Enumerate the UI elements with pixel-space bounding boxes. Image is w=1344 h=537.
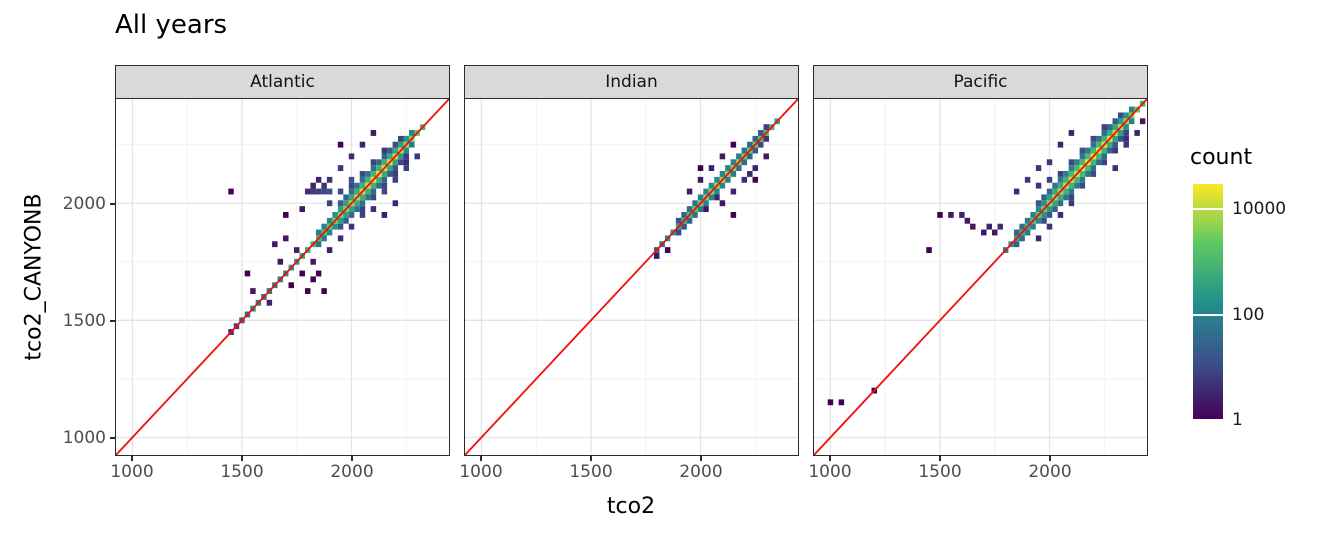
x-tick-label: 1500 bbox=[220, 462, 264, 482]
x-tick-mark bbox=[241, 456, 243, 461]
legend-tick-label: 1 bbox=[1232, 410, 1243, 430]
legend-title: count bbox=[1190, 145, 1253, 170]
x-tick-label: 2000 bbox=[1028, 462, 1072, 482]
x-tick-mark bbox=[939, 456, 941, 461]
legend-tick-mark bbox=[1193, 419, 1223, 421]
y-axis-title: tco2_CANYONB bbox=[21, 193, 47, 361]
x-tick-mark bbox=[700, 456, 702, 461]
panel-pacific bbox=[813, 98, 1148, 456]
legend-colorbar bbox=[1193, 184, 1223, 420]
x-tick-mark bbox=[480, 456, 482, 461]
facet-strip-indian: Indian bbox=[464, 65, 799, 99]
x-tick-mark bbox=[351, 456, 353, 461]
x-tick-label: 2000 bbox=[330, 462, 374, 482]
x-tick-mark bbox=[131, 456, 133, 461]
facet-strip-pacific: Pacific bbox=[813, 65, 1148, 99]
panel-atlantic bbox=[115, 98, 450, 456]
y-tick-mark bbox=[110, 203, 115, 205]
y-tick-mark bbox=[110, 320, 115, 322]
bin2d-plot-indian bbox=[465, 99, 798, 455]
y-tick-label: 1500 bbox=[62, 311, 106, 331]
facet-strip-label: Atlantic bbox=[250, 72, 315, 92]
bin2d-plot-pacific bbox=[814, 99, 1147, 455]
bin2d-plot-atlantic bbox=[116, 99, 449, 455]
facet-strip-label: Indian bbox=[605, 72, 658, 92]
x-tick-mark bbox=[1049, 456, 1051, 461]
y-tick-mark bbox=[110, 437, 115, 439]
x-tick-label: 1000 bbox=[459, 462, 503, 482]
facet-strip-atlantic: Atlantic bbox=[115, 65, 450, 99]
legend-tick-mark bbox=[1193, 208, 1223, 211]
x-tick-label: 1000 bbox=[808, 462, 852, 482]
x-tick-label: 1500 bbox=[569, 462, 613, 482]
x-tick-label: 1000 bbox=[110, 462, 154, 482]
legend-tick-label: 10000 bbox=[1232, 199, 1287, 220]
y-tick-label: 2000 bbox=[62, 194, 106, 214]
legend-tick-label: 100 bbox=[1232, 304, 1265, 325]
legend-tick-mark bbox=[1193, 313, 1223, 316]
x-tick-label: 1500 bbox=[918, 462, 962, 482]
x-axis-title: tco2 bbox=[606, 494, 656, 519]
x-tick-mark bbox=[590, 456, 592, 461]
y-tick-label: 1000 bbox=[62, 428, 106, 448]
facet-strip-label: Pacific bbox=[953, 72, 1008, 92]
x-tick-label: 2000 bbox=[679, 462, 723, 482]
panel-indian bbox=[464, 98, 799, 456]
plot-title: All years bbox=[115, 10, 228, 40]
x-tick-mark bbox=[829, 456, 831, 461]
